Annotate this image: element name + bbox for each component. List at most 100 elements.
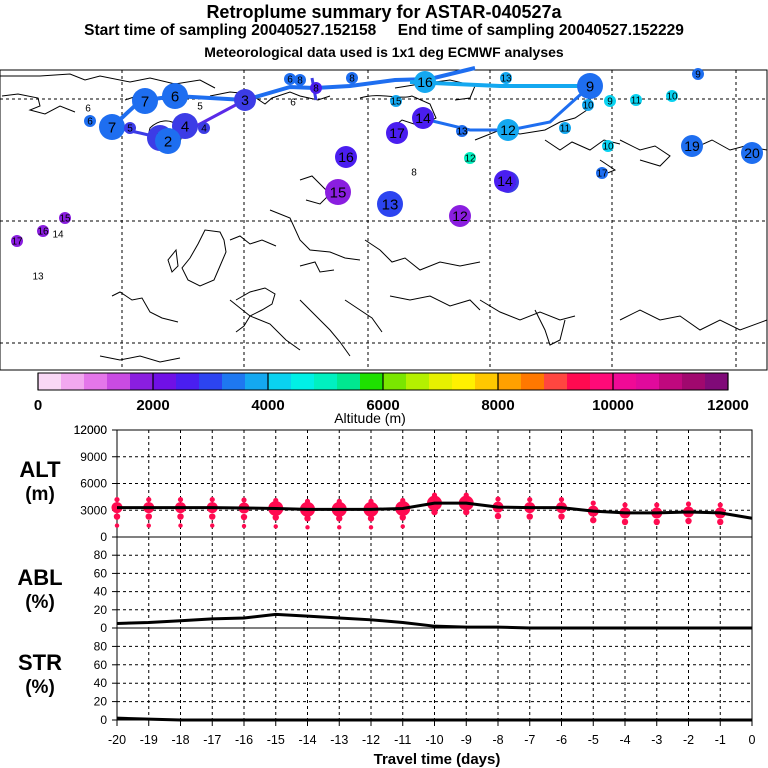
alt-dot (368, 525, 374, 530)
map-point-marker (497, 119, 519, 141)
colorbar-cell (314, 373, 338, 390)
map-point-label: 2 (164, 133, 172, 150)
map-point-label: 13 (32, 272, 44, 283)
map-point: 7 (132, 88, 158, 114)
colorbar-cell (245, 373, 269, 390)
map-point: 9 (692, 68, 704, 81)
map-point: 16 (414, 71, 436, 93)
map-point-label: 10 (582, 101, 594, 112)
x-tick-label: -20 (108, 733, 126, 747)
map-point-marker (284, 73, 296, 85)
colorbar-cells (38, 373, 729, 390)
map-point: 17 (386, 122, 408, 144)
map-point: 4 (172, 113, 198, 139)
abl-plot: 0 20 40 60 80 (94, 536, 753, 635)
alt-dot (367, 515, 375, 522)
y-tick-label: 40 (94, 676, 108, 690)
map-point-marker (596, 167, 608, 179)
map-frame (0, 69, 768, 371)
map-point-marker (681, 135, 703, 157)
alt-dot (526, 513, 533, 520)
map-point-marker (692, 68, 704, 80)
x-tick-label: -5 (588, 733, 599, 747)
alt-dot (654, 502, 660, 508)
map-point-label: 16 (37, 227, 49, 238)
x-tick-label: -10 (425, 733, 443, 747)
track-lightblue (409, 80, 590, 88)
y-tick-label: 20 (94, 603, 108, 617)
map-point-marker (741, 142, 763, 164)
colorbar-tick-label: 10000 (592, 397, 634, 414)
x-tick-label: -14 (298, 733, 316, 747)
map-point-marker (310, 82, 322, 94)
colorbar-cell (291, 373, 315, 390)
map-point-label: 13 (382, 196, 399, 213)
map-point-label: 13 (456, 127, 468, 138)
alt-dot (209, 513, 216, 520)
map-point-marker (198, 122, 210, 134)
alt-dot (177, 513, 184, 520)
colorbar-cell (498, 373, 522, 390)
map-point-label: 15 (330, 184, 347, 201)
colorbar-label: Altitude (m) (334, 410, 406, 426)
alt-dot (146, 496, 152, 503)
map-point-marker (132, 88, 158, 114)
x-tick-label: -7 (524, 733, 535, 747)
map-point-marker (325, 179, 351, 205)
alt-dot (368, 498, 374, 504)
alt-dot (177, 496, 184, 503)
map-point-marker (500, 72, 512, 84)
map-point: 14 (412, 107, 434, 129)
meteo-info: Meteorological data used is 1x1 deg ECMW… (204, 44, 564, 60)
map-point-marker (386, 122, 408, 144)
colorbar-cell (475, 373, 499, 390)
map-point: 3 (234, 89, 256, 111)
alt-dot (337, 525, 342, 530)
map-point: 16 (37, 225, 49, 238)
x-tick-label: -3 (651, 733, 662, 747)
map-point-marker (464, 152, 476, 164)
x-tick-label: -9 (461, 733, 472, 747)
map-point: 9 (604, 95, 616, 108)
map-point-marker (577, 73, 603, 99)
alt-dot (431, 508, 438, 516)
colorbar-cell (429, 373, 453, 390)
map-point-label: 3 (241, 92, 249, 108)
map-point: 6 (284, 73, 296, 86)
map-point: 13 (456, 127, 468, 138)
map-point-label: 6 (171, 88, 179, 105)
map-point-marker (11, 235, 23, 247)
alt-panel-title: ALT (19, 457, 61, 482)
start-time: Start time of sampling 20040527.152158 (84, 22, 377, 39)
sampling-times: Start time of sampling 20040527.152158 E… (0, 22, 768, 40)
map-point: 15 (59, 212, 71, 225)
alt-dot (400, 497, 406, 504)
x-tick-label: -2 (683, 733, 694, 747)
map-point-label: 17 (596, 169, 608, 180)
map-point: 6 (162, 83, 188, 109)
y-tick-label: 60 (94, 566, 108, 580)
colorbar-cell (521, 373, 545, 390)
str-plot: 0 20 40 60 80 (94, 627, 753, 727)
alt-dot (717, 502, 723, 508)
map-point: 10 (666, 90, 678, 103)
y-tick-label: 9000 (80, 450, 107, 464)
time-series-panels: ALT (m) ABL (%) STR (%) 0300060009000120… (17, 423, 755, 768)
map-point-marker (155, 128, 181, 154)
alt-dot (558, 496, 565, 503)
x-tick-label: -16 (235, 733, 253, 747)
map-point-marker (99, 114, 125, 140)
colorbar-cell (176, 373, 200, 390)
altitude-colorbar: 0 2000 4000 6000 8000 10000 12000 Altitude (m) (34, 372, 749, 426)
colorbar-cell (84, 373, 108, 390)
map-point-label: 19 (684, 138, 700, 154)
map-point: 12 (497, 119, 519, 141)
map-point-marker (59, 212, 71, 224)
alt-dot (622, 502, 628, 508)
x-axis-label: Travel time (days) (374, 751, 501, 768)
alt-dot (685, 517, 692, 525)
x-tick-label: -17 (203, 733, 221, 747)
colorbar-cell (613, 373, 637, 390)
map-point-label: 20 (744, 145, 760, 161)
